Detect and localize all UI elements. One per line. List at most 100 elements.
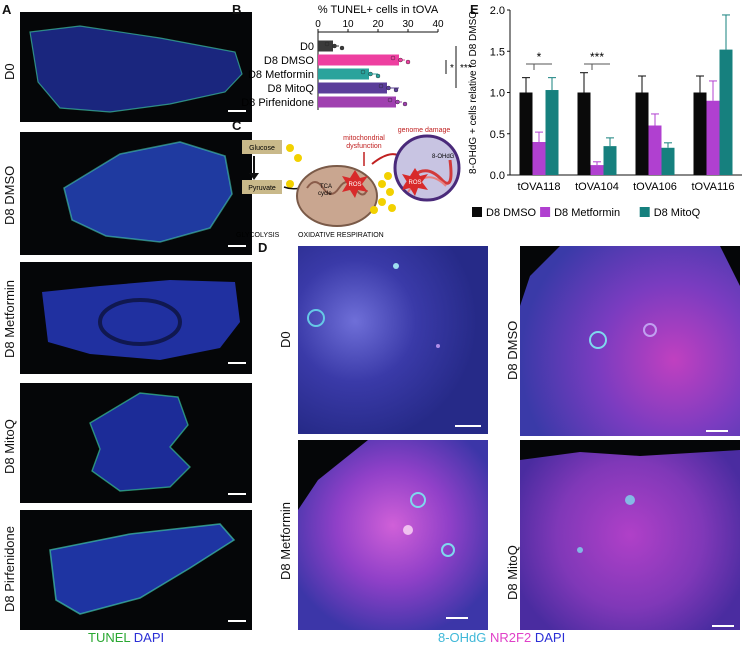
ros-label-1: ROS xyxy=(348,182,361,188)
cycle-label: cycle xyxy=(318,191,332,197)
chart-e-legend-label: D8 Metformin xyxy=(554,207,620,219)
mito-dysfunction-1: mitochondrial xyxy=(343,135,385,142)
glucose-box xyxy=(242,140,282,154)
micrograph-a-d0 xyxy=(20,12,252,122)
label-d-d0: D0 xyxy=(278,331,293,348)
label-a-metformin: D8 Metformin xyxy=(2,279,17,358)
chart-b-point xyxy=(324,41,330,47)
chart-b-point xyxy=(387,97,393,103)
micrograph-a-mitoq xyxy=(20,383,252,503)
chart-e-bar xyxy=(648,125,662,175)
chart-e-category-label: tOVA104 xyxy=(575,181,619,193)
chart-b-point xyxy=(332,43,337,49)
atp-circle-3 xyxy=(286,180,294,188)
chart-b-title: % TUNEL+ cells in tOVA xyxy=(318,4,439,16)
chart-e-bar xyxy=(661,147,675,175)
panel-b-letter: B xyxy=(232,2,242,17)
tissue-a-mitoq xyxy=(89,392,191,492)
label-a-pirfenidone: D8 Pirfenidone xyxy=(2,526,17,612)
panel-e-letter: E xyxy=(470,2,479,17)
chart-e-ytick-label: 0.0 xyxy=(490,170,505,182)
legend-d: 8-OHdG NR2F2 DAPI xyxy=(438,630,565,645)
atp-circle-1 xyxy=(286,144,294,152)
chart-b-xtick-label: 0 xyxy=(315,19,321,30)
label-d-metformin: D8 Metformin xyxy=(278,501,293,580)
chart-e-category-label: tOVA116 xyxy=(691,181,734,193)
tca-label: TCA xyxy=(320,184,332,190)
chart-b-tunel: % TUNEL+ cells in tOVA 0 10 20 30 40 D0 D8 DMSO… xyxy=(241,4,472,110)
ros-burst-2 xyxy=(402,168,428,196)
chart-b-point xyxy=(375,73,381,79)
chart-e-bar xyxy=(603,146,617,175)
label-d-mitoq: D8 MitoQ xyxy=(505,545,520,600)
texture-d-mitoq xyxy=(520,440,740,553)
scalebar-d-metformin xyxy=(446,617,468,619)
chart-e-sig-label: * xyxy=(537,50,542,64)
chart-b-point xyxy=(402,101,408,107)
panel-a-letter: A xyxy=(2,2,12,17)
chart-b-point xyxy=(398,57,403,63)
ohdg-label: 8-OHdG xyxy=(432,154,455,160)
tissue-a-dmso xyxy=(63,141,233,243)
chart-e-ylabel: 8-OHdG + cells relative to D8 DMSO xyxy=(468,11,479,174)
micrograph-d-dmso xyxy=(520,246,740,436)
scalebar-a-dmso xyxy=(228,245,246,247)
chart-b-point xyxy=(368,71,373,77)
scalebar-a-metformin xyxy=(228,362,246,364)
chart-e-legend-swatch xyxy=(540,207,551,217)
chart-b-category-label: D8 Metformin xyxy=(248,69,314,81)
chart-b-point xyxy=(339,45,345,51)
chart-b-category-label: D8 DMSO xyxy=(264,55,315,67)
chart-b-point xyxy=(360,69,366,75)
pyruvate-box xyxy=(242,180,282,194)
chart-e-bar xyxy=(706,100,720,175)
chart-e-legend-swatch xyxy=(472,207,482,217)
texture-d-metformin xyxy=(298,440,455,557)
scalebar-a-pirfenidone xyxy=(228,620,246,622)
ros-label-2: ROS xyxy=(408,180,421,186)
chart-e-bar xyxy=(590,165,604,175)
pyruvate-label: Pyruvate xyxy=(248,185,276,192)
chart-b-bar xyxy=(318,40,333,52)
glycolysis-label: GLYCOLYSIS xyxy=(236,232,280,239)
glucose-label: Glucose xyxy=(249,145,275,152)
label-a-mitoq: D8 MitoQ xyxy=(2,419,17,474)
chart-e-bar xyxy=(719,49,733,175)
chart-b-xtick-label: 20 xyxy=(372,19,384,30)
legend-d-ohdg: 8-OHdG xyxy=(438,630,487,645)
texture-d-dmso xyxy=(520,246,740,349)
chart-b-bar xyxy=(318,82,387,94)
chart-e-bar xyxy=(693,92,707,175)
oxresp-label: OXIDATIVE RESPIRATION xyxy=(298,232,384,239)
micrograph-d-mitoq xyxy=(520,440,740,630)
chart-e-bar xyxy=(532,142,546,175)
chart-e-bar xyxy=(635,92,649,175)
scalebar-a-mitoq xyxy=(228,493,246,495)
chart-b-bar xyxy=(318,54,399,66)
chart-b-point xyxy=(378,83,384,89)
chart-b-xtick-label: 40 xyxy=(432,19,444,30)
chart-b-point xyxy=(395,99,400,105)
scalebar-d-d0 xyxy=(455,425,481,427)
tissue-a-pirfenidone xyxy=(49,523,236,615)
label-a-d0: D0 xyxy=(2,63,17,80)
chart-e-ytick-label: 0.5 xyxy=(490,129,505,141)
chart-b-sig-label: *** xyxy=(460,63,472,74)
legend-a: TUNEL DAPI xyxy=(88,630,164,645)
chart-e-8ohdg: 0.0 0.5 1.0 1.5 2.0 8-OHdG + cells relative t… xyxy=(468,5,742,219)
chart-e-ytick-label: 1.5 xyxy=(490,46,505,58)
panel-c-letter: C xyxy=(232,118,242,133)
chart-e-sig-label: *** xyxy=(590,50,604,64)
chart-e-bar xyxy=(545,90,559,175)
micrograph-d-d0 xyxy=(298,246,488,434)
chart-b-bar xyxy=(318,96,396,108)
chart-b-category-label: D0 xyxy=(300,41,314,53)
texture-d-d0 xyxy=(307,263,440,348)
scalebar-d-dmso xyxy=(706,430,728,432)
legend-d-dapi: DAPI xyxy=(534,630,566,645)
tissue-a-d0 xyxy=(29,25,243,113)
chart-b-point xyxy=(393,87,399,93)
chart-b-point xyxy=(405,59,411,65)
chart-b-sig-label: * xyxy=(450,63,454,74)
ros-burst-1 xyxy=(342,170,368,198)
